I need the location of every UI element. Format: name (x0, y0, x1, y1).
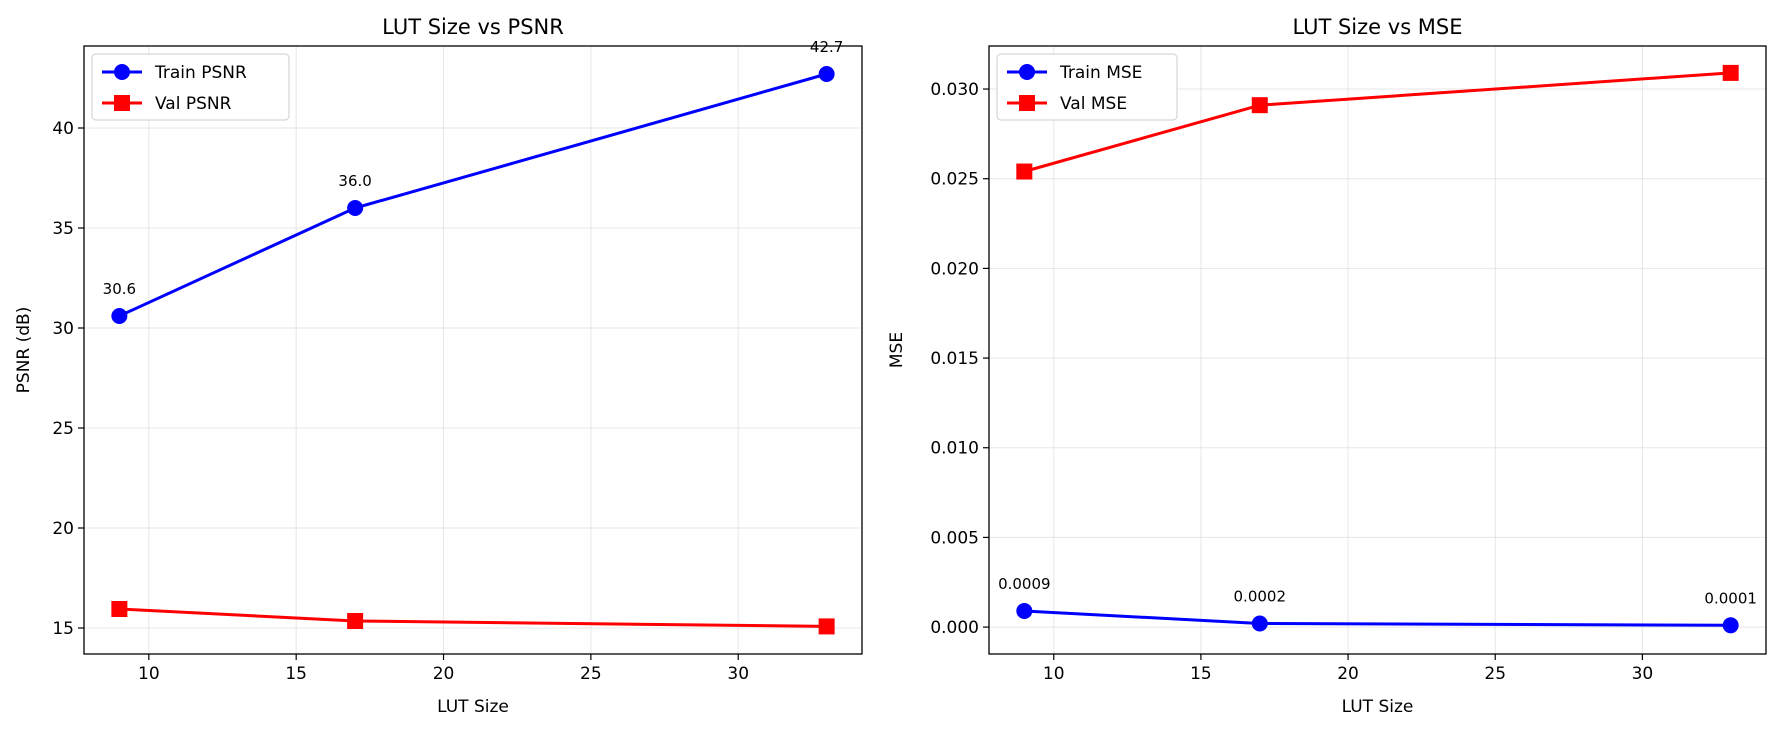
x-tick-label: 20 (1337, 664, 1359, 684)
y-tick-label: 0.000 (930, 618, 979, 638)
y-tick-label: 0.015 (930, 349, 979, 369)
y-tick-label: 20 (52, 519, 74, 539)
x-tick-label: 10 (1043, 664, 1065, 684)
data-label: 42.7 (810, 38, 843, 56)
data-label: 30.6 (103, 280, 136, 298)
legend: Train PSNR Val PSNR (91, 53, 290, 121)
x-axis-label: LUT Size (437, 697, 509, 717)
x-tick-label: 25 (580, 664, 602, 684)
legend-label: Val PSNR (155, 94, 232, 114)
plot-area (84, 46, 862, 654)
plot-area (989, 46, 1766, 654)
y-tick-label: 0.020 (930, 259, 979, 279)
data-point (347, 613, 364, 629)
data-point (1251, 97, 1268, 114)
chart-1: 10 15 20 25 30 15 20 25 30 35 40 LUT Size vs PSNR LU… (14, 15, 863, 717)
y-tick-label: 40 (52, 119, 74, 139)
data-label: 36.0 (338, 172, 371, 190)
x-tick-label: 10 (138, 664, 160, 684)
y-tick-label: 25 (52, 419, 74, 439)
legend-label: Train MSE (1059, 63, 1142, 83)
legend-label: Train PSNR (154, 63, 247, 83)
data-label: 0.0009 (998, 575, 1051, 593)
x-tick-label: 25 (1484, 664, 1506, 684)
data-point (1016, 163, 1033, 180)
legend: Train MSE Val MSE (996, 53, 1178, 121)
y-tick-label: 35 (52, 219, 74, 239)
y-axis-label: MSE (887, 332, 907, 368)
y-axis-label: PSNR (dB) (14, 307, 34, 394)
axes-frame (83, 45, 863, 655)
legend-marker (1019, 64, 1035, 80)
data-label: 0.0001 (1704, 589, 1757, 607)
x-tick-label: 20 (433, 664, 455, 684)
y-tick-label: 0.010 (930, 439, 979, 459)
y-tick-label: 0.005 (930, 528, 979, 548)
data-point (111, 308, 128, 324)
legend-marker (1019, 95, 1035, 111)
legend-label: Val MSE (1060, 94, 1127, 114)
y-tick-label: 30 (52, 319, 74, 339)
x-tick-label: 30 (727, 664, 749, 684)
data-point (347, 200, 364, 216)
data-point (1722, 64, 1739, 81)
chart-title: LUT Size vs MSE (1292, 15, 1462, 39)
chart-title: LUT Size vs PSNR (382, 15, 564, 39)
x-tick-label: 30 (1632, 664, 1654, 684)
chart-2: 10 15 20 25 30 0.000 0.005 0.010 0.015 0.020 0.025… (887, 15, 1767, 717)
x-tick-label: 15 (285, 664, 307, 684)
data-point (111, 601, 128, 617)
data-point (1722, 617, 1739, 634)
x-axis-label: LUT Size (1342, 697, 1414, 717)
y-tick-label: 0.025 (930, 170, 979, 190)
y-tick-label: 15 (52, 619, 74, 639)
axes-frame (988, 45, 1767, 655)
y-tick-label: 0.030 (930, 80, 979, 100)
x-tick-label: 15 (1190, 664, 1212, 684)
legend-marker (114, 64, 130, 80)
data-point (818, 618, 835, 635)
data-point (1251, 615, 1268, 632)
data-point (818, 66, 835, 82)
data-point (1016, 602, 1033, 619)
data-label: 0.0002 (1234, 588, 1287, 606)
legend-marker (114, 95, 130, 111)
